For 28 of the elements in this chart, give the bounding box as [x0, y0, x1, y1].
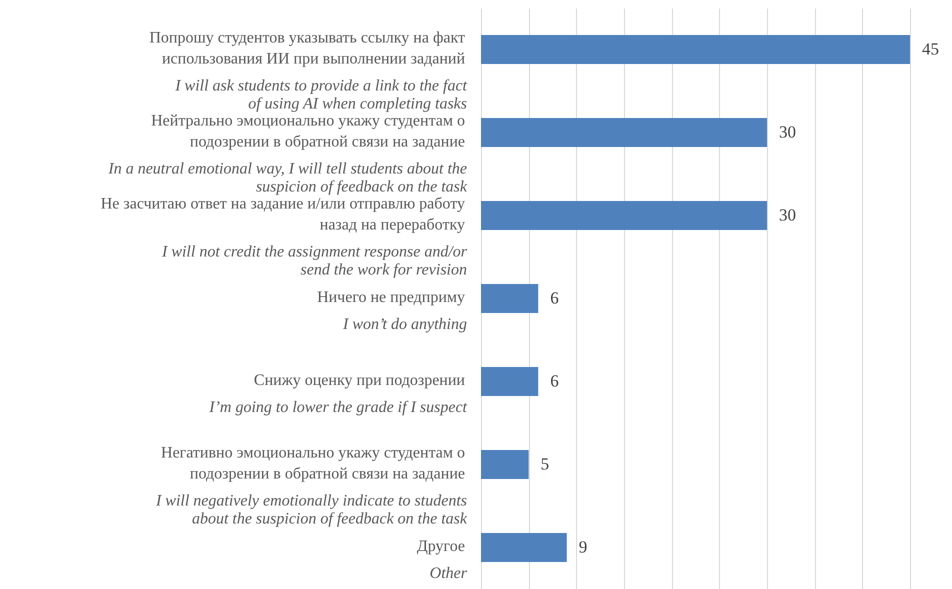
y-tick-label: Ничего не предприму: [317, 289, 465, 306]
text: I will not credit the assignment response and/or send the work for revision: [160, 244, 468, 278]
bar: [481, 34, 910, 64]
bar: [481, 284, 538, 314]
text: In a neutral emotional way, I will tell students about the suspicion of feedback on the task: [107, 160, 468, 196]
y-tick-label: Нейтрально эмоционально укажу студентам о подозрении в обратной связи на задание: [151, 112, 465, 150]
y-tick-label: Не засчитаю ответ на задание и/или отправлю работу назад на переработку: [100, 196, 465, 234]
bar: [481, 118, 767, 148]
text: I will negatively emotionally indicate to students about the suspicion of feedback on the task: [154, 492, 468, 528]
text: I will ask students to provide a link to the fact of using AI when completing tasks: [174, 78, 468, 112]
data-label: 9: [578, 538, 588, 556]
y-tick-label: Попрошу студентов указывать ссылку на факт использования ИИ при выполнении заданий: [149, 30, 466, 68]
y-tick-label: Негативно эмоционально укажу студентам о подозрении в обратной связи на задание: [161, 444, 465, 482]
data-label: 6: [550, 372, 559, 390]
text: I won’t do anything: [342, 316, 467, 333]
y-tick-label: Другое: [416, 538, 465, 555]
bar: [481, 532, 567, 562]
text: Other: [430, 565, 468, 582]
y-tick-label: Снижу оценку при подозрении: [254, 372, 466, 389]
data-label: 45: [922, 40, 939, 58]
bar: [481, 450, 529, 480]
bar: [481, 366, 538, 396]
data-label: 5: [540, 454, 550, 474]
bar: [481, 200, 767, 230]
data-label: 6: [550, 288, 559, 308]
data-label: 30: [779, 122, 796, 142]
data-label: 30: [779, 206, 796, 224]
text: I’m going to lower the grade if I suspect: [208, 399, 468, 416]
